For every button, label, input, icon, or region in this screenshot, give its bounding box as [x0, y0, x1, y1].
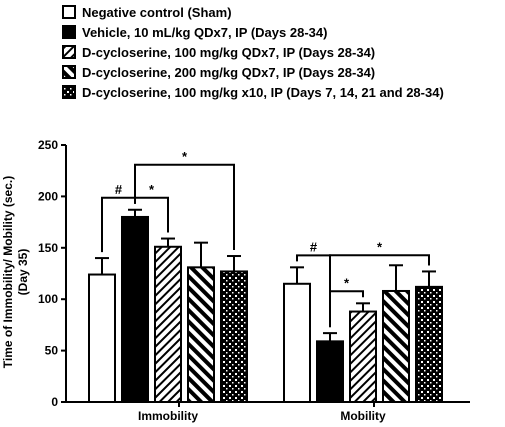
significance-label: *	[149, 182, 155, 197]
y-tick-label: 150	[38, 241, 58, 255]
significance-label: #	[310, 239, 318, 254]
bar-immobility-series-4	[220, 270, 248, 403]
y-axis-label-day: (Day 35)	[16, 249, 30, 296]
bar-mobility-series-2	[349, 310, 377, 404]
y-tick-label: 200	[38, 189, 58, 203]
significance-brackets: # * * # * *	[101, 149, 430, 328]
legend-swatch-1	[62, 25, 76, 39]
significance-label: *	[182, 149, 188, 164]
significance-label: #	[115, 182, 123, 197]
legend-swatch-2	[62, 45, 76, 59]
bar-immobility-series-1	[121, 215, 149, 403]
legend-swatch-4	[62, 85, 76, 99]
legend-label-1: Vehicle, 10 mL/kg QDx7, IP (Days 28-34)	[82, 25, 327, 40]
significance-label: *	[344, 275, 350, 290]
significance-bracket	[134, 163, 235, 251]
legend-swatch-3	[62, 65, 76, 79]
y-tick-label: 100	[38, 292, 58, 306]
legend-label-2: D-cycloserine, 100 mg/kg QDx7, IP (Days …	[82, 45, 375, 60]
y-tick-label: 50	[45, 344, 59, 358]
legend-label-3: D-cycloserine, 200 mg/kg QDx7, IP (Days …	[82, 65, 375, 80]
legend-label-0: Negative control (Sham)	[82, 5, 232, 20]
y-tick-label: 250	[38, 138, 58, 152]
x-tick-label-immobility: Immobility	[138, 409, 198, 423]
y-axis-label: Time of Immobility/ Mobility (sec.)	[1, 176, 15, 368]
bar-mobility-series-4	[415, 285, 443, 404]
bars	[88, 208, 443, 404]
legend: Negative control (Sham) Vehicle, 10 mL/kg…	[62, 5, 444, 100]
bar-mobility-series-3	[382, 289, 410, 404]
legend-label-4: D-cycloserine, 100 mg/kg x10, IP (Days 7…	[82, 85, 444, 100]
bar-mobility-series-0	[283, 282, 311, 403]
bar-immobility-series-3	[187, 266, 215, 403]
y-tick-label: 0	[51, 395, 58, 409]
bar-immobility-series-2	[154, 245, 182, 403]
bar-immobility-series-0	[88, 273, 116, 404]
significance-bracket	[329, 254, 430, 328]
legend-swatch-0	[62, 5, 76, 19]
significance-label: *	[377, 239, 383, 254]
bar-mobility-series-1	[316, 340, 344, 403]
x-tick-label-mobility: Mobility	[340, 409, 386, 423]
